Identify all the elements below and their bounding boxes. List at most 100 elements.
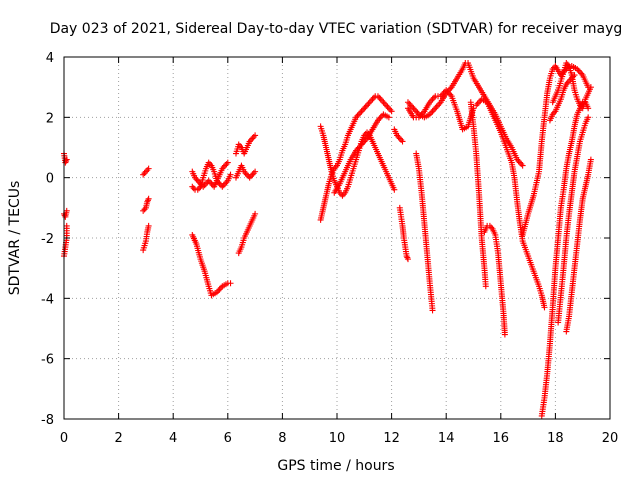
data-point bbox=[541, 304, 548, 311]
data-point bbox=[385, 114, 392, 121]
y-axis-label: SDTVAR / TECUs bbox=[7, 181, 23, 296]
data-point bbox=[227, 171, 234, 178]
data-point bbox=[374, 93, 381, 100]
data-point bbox=[357, 109, 364, 116]
data-point bbox=[140, 207, 147, 214]
x-axis-label: GPS time / hours bbox=[277, 458, 394, 474]
data-point bbox=[227, 280, 234, 287]
x-tick-label: 6 bbox=[224, 431, 232, 446]
data-point bbox=[250, 133, 257, 140]
data-point bbox=[568, 75, 575, 82]
data-point bbox=[381, 100, 388, 107]
data-point bbox=[585, 114, 592, 121]
x-tick-label: 8 bbox=[278, 431, 286, 446]
data-point bbox=[63, 207, 70, 214]
x-tick-label: 10 bbox=[329, 431, 346, 446]
y-tick-label: 2 bbox=[46, 111, 54, 126]
data-point bbox=[369, 96, 376, 103]
data-point bbox=[587, 84, 594, 91]
data-point bbox=[398, 136, 405, 143]
data-point bbox=[222, 162, 229, 169]
y-tick-label: -6 bbox=[41, 353, 54, 368]
data-point bbox=[388, 108, 395, 115]
data-point bbox=[576, 69, 583, 76]
y-tick-label: -4 bbox=[41, 292, 54, 307]
data-point bbox=[585, 105, 592, 112]
data-point bbox=[252, 132, 259, 139]
data-point bbox=[252, 168, 259, 175]
x-tick-label: 16 bbox=[493, 431, 510, 446]
data-point bbox=[404, 256, 411, 263]
data-point bbox=[473, 102, 480, 109]
data-point bbox=[250, 170, 257, 177]
data-point bbox=[519, 162, 526, 169]
data-point bbox=[364, 102, 371, 109]
data-point bbox=[201, 182, 208, 189]
data-point bbox=[243, 171, 250, 178]
data-point bbox=[246, 174, 253, 181]
data-point bbox=[399, 138, 406, 145]
data-point bbox=[366, 99, 373, 106]
data-point bbox=[249, 171, 256, 178]
data-point bbox=[384, 103, 391, 110]
x-tick-label: 4 bbox=[169, 431, 177, 446]
grid-lines bbox=[64, 57, 610, 419]
data-point bbox=[404, 99, 411, 106]
data-point bbox=[430, 106, 437, 113]
axis-ticks bbox=[63, 56, 611, 420]
data-point bbox=[63, 222, 70, 229]
data-point bbox=[216, 286, 223, 293]
data-points bbox=[61, 60, 594, 419]
data-point bbox=[359, 106, 366, 113]
x-tick-label: 20 bbox=[602, 431, 619, 446]
x-tick-label: 12 bbox=[383, 431, 400, 446]
data-point bbox=[223, 161, 230, 168]
data-point bbox=[140, 171, 147, 178]
data-point bbox=[205, 177, 212, 184]
data-point bbox=[387, 106, 394, 113]
data-point bbox=[249, 135, 256, 142]
x-tick-label: 14 bbox=[438, 431, 455, 446]
x-tick-label: 2 bbox=[114, 431, 122, 446]
data-point bbox=[355, 111, 362, 118]
y-tick-label: -8 bbox=[41, 413, 54, 428]
data-point bbox=[376, 94, 383, 101]
chart-title: Day 023 of 2021, Sidereal Day-to-day VTE… bbox=[50, 21, 623, 37]
data-point bbox=[501, 331, 508, 338]
data-point bbox=[145, 222, 152, 229]
data-point bbox=[482, 283, 489, 290]
data-point bbox=[368, 97, 375, 104]
data-point bbox=[443, 87, 450, 94]
data-point bbox=[252, 210, 259, 217]
data-point bbox=[380, 99, 387, 106]
data-point bbox=[220, 182, 227, 189]
y-tick-label: -2 bbox=[41, 232, 54, 247]
data-point bbox=[144, 197, 151, 204]
y-tick-label: 4 bbox=[46, 51, 54, 66]
data-point bbox=[219, 183, 226, 190]
data-point bbox=[144, 167, 151, 174]
y-tick-label: 0 bbox=[46, 172, 54, 187]
data-point bbox=[383, 102, 390, 109]
data-point bbox=[362, 103, 369, 110]
data-point bbox=[189, 183, 196, 190]
data-point bbox=[358, 108, 365, 115]
x-tick-label: 18 bbox=[547, 431, 564, 446]
x-tick-label: 0 bbox=[60, 431, 68, 446]
data-point bbox=[429, 108, 436, 115]
data-point bbox=[142, 168, 149, 175]
data-point bbox=[208, 180, 215, 187]
data-point bbox=[224, 159, 231, 166]
data-point bbox=[587, 156, 594, 163]
data-point bbox=[396, 135, 403, 142]
data-point bbox=[391, 186, 398, 193]
data-point bbox=[141, 170, 148, 177]
data-point bbox=[409, 103, 416, 110]
data-point bbox=[518, 161, 525, 168]
data-point bbox=[361, 105, 368, 112]
data-point bbox=[194, 186, 201, 193]
data-point bbox=[385, 105, 392, 112]
data-point bbox=[202, 180, 209, 187]
data-point bbox=[248, 173, 255, 180]
